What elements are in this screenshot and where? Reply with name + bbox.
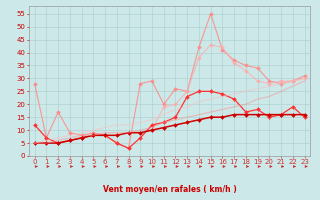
- X-axis label: Vent moyen/en rafales ( km/h ): Vent moyen/en rafales ( km/h ): [103, 185, 236, 194]
